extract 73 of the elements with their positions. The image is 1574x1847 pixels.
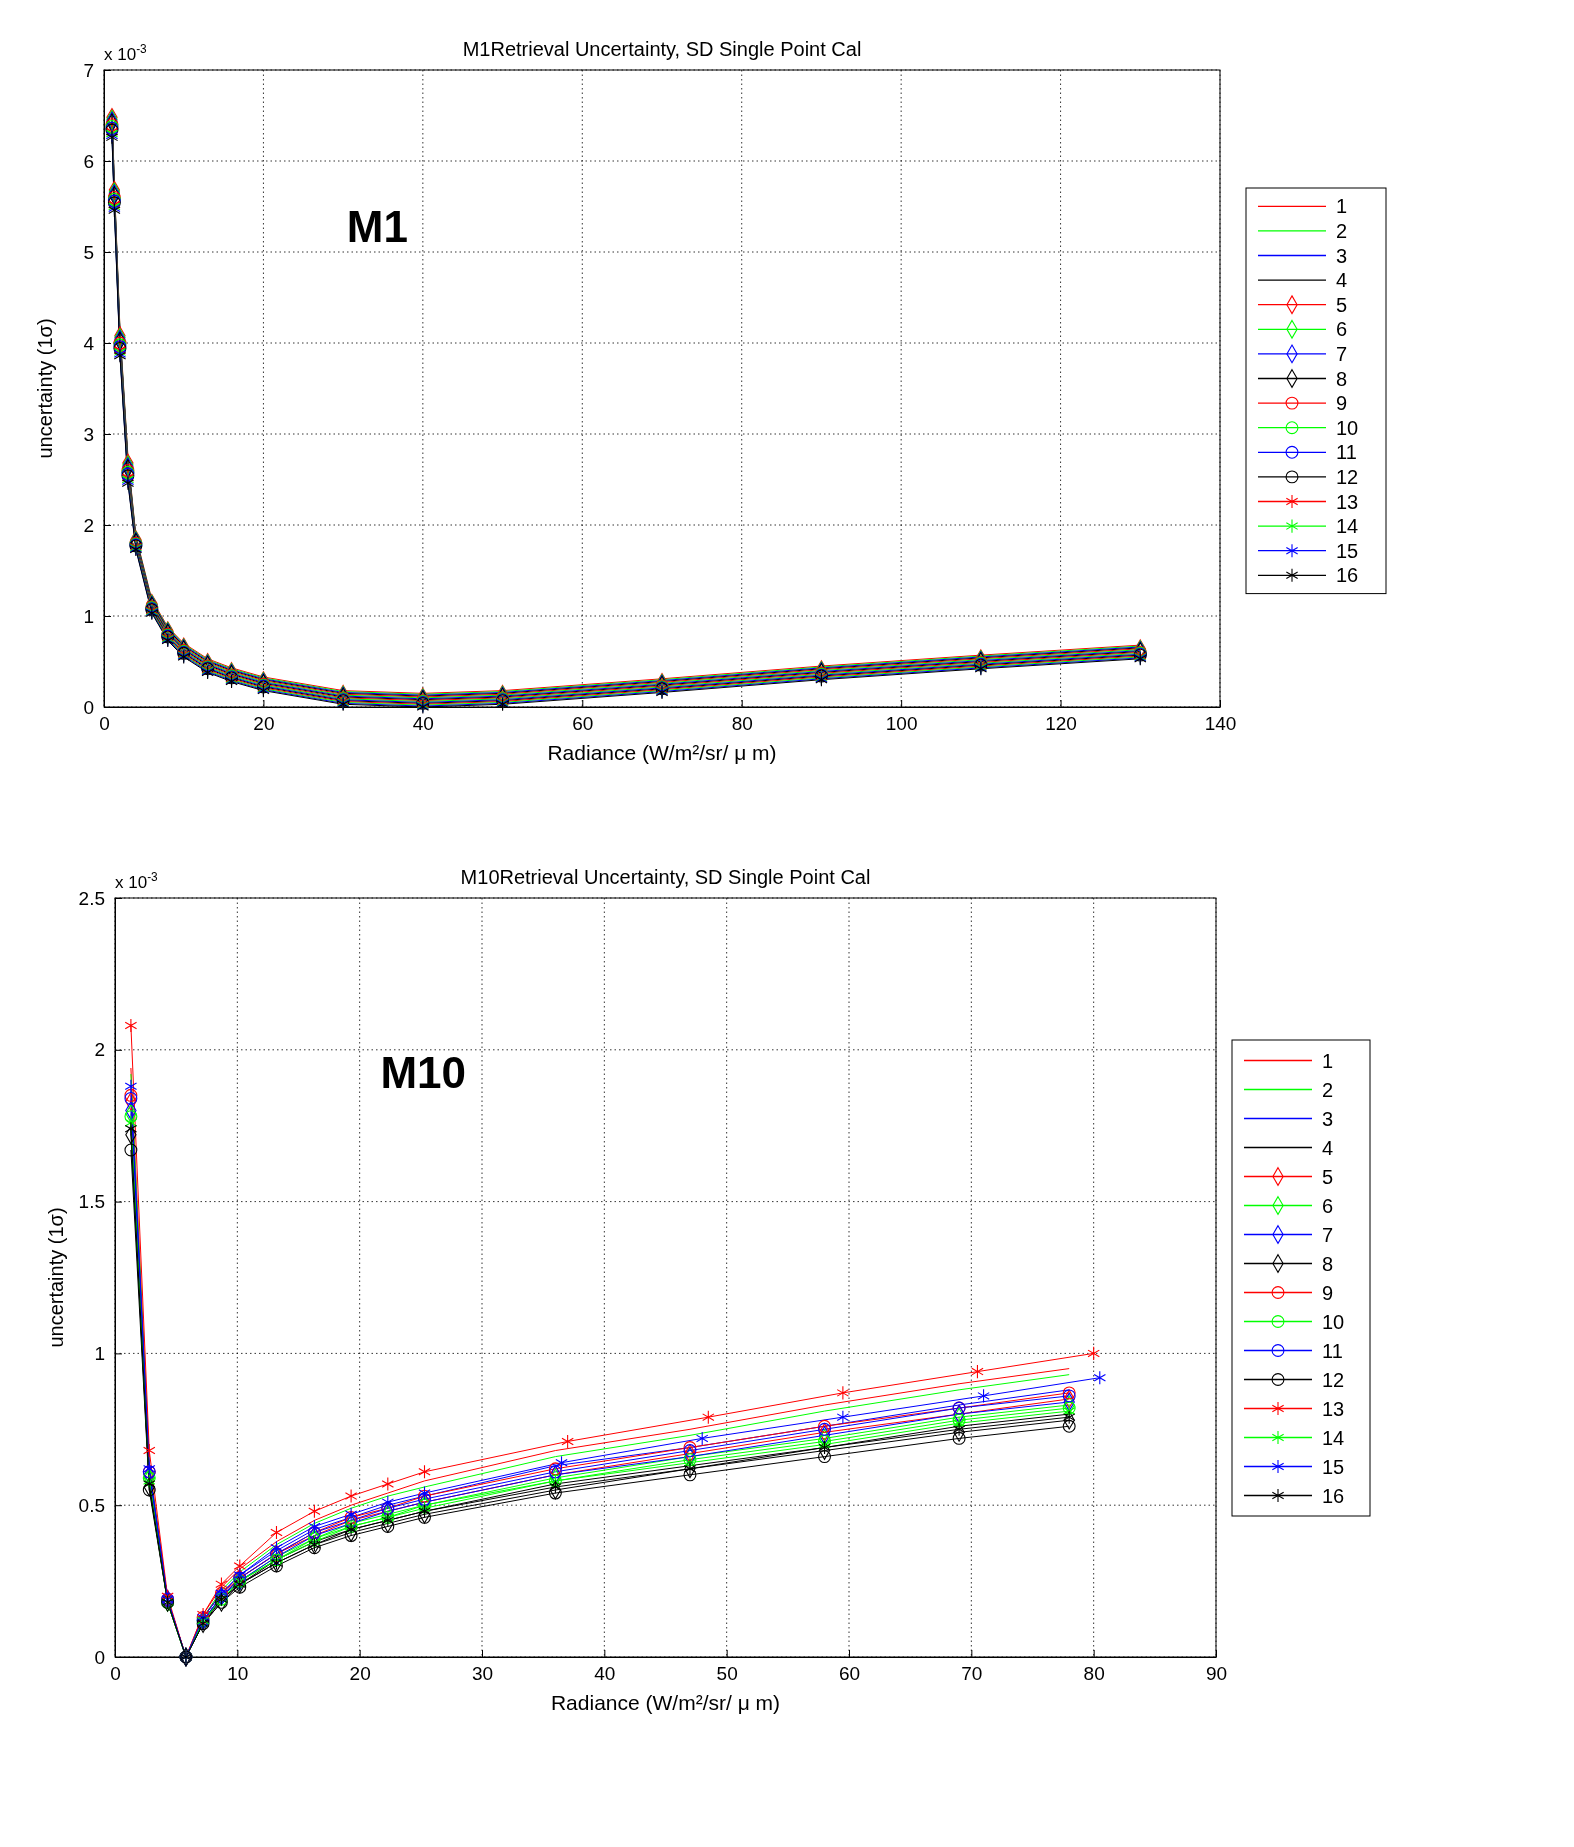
annotation: M1	[346, 201, 408, 251]
y-tick-label: 1	[83, 605, 94, 627]
legend-label: 11	[1322, 1339, 1343, 1362]
x-tick-label: 30	[471, 1663, 494, 1685]
x-tick-label: 80	[1083, 1663, 1105, 1685]
y-tick-label: 0	[94, 1646, 105, 1668]
y-tick-label: 2.5	[78, 887, 105, 909]
legend-label: 12	[1336, 465, 1359, 488]
legend-label: 13	[1322, 1397, 1345, 1420]
legend-label: 7	[1336, 342, 1348, 365]
x-tick-label: 70	[961, 1663, 983, 1685]
y-tick-label: 5	[83, 241, 94, 263]
legend-label: 15	[1322, 1455, 1345, 1478]
legend-label: 13	[1336, 490, 1359, 513]
legend-label: 2	[1336, 219, 1348, 242]
y-axis-title: uncertainty (1σ)	[34, 318, 56, 459]
y-tick-label: 2	[83, 514, 94, 536]
x-tick-label: 20	[253, 713, 275, 735]
y-tick-label: 0.5	[78, 1494, 105, 1516]
text: x 10$^{-3}$	[115, 870, 159, 892]
legend-label: 8	[1322, 1252, 1334, 1275]
y-tick-label: 6	[83, 150, 94, 172]
y-tick-label: 1.5	[78, 1191, 105, 1213]
legend-label: 4	[1322, 1136, 1334, 1159]
text: x 10$^{-3}$	[104, 42, 148, 64]
x-axis-title: Radiance (W/m²/sr/ μ m)	[547, 741, 777, 764]
legend-label: 9	[1322, 1281, 1334, 1304]
legend-label: 12	[1322, 1368, 1345, 1391]
annotation: M10	[380, 1047, 467, 1097]
x-tick-label: 0	[110, 1663, 121, 1685]
x-tick-label: 80	[731, 713, 753, 735]
legend-label: 5	[1322, 1165, 1334, 1188]
legend-label: 3	[1322, 1107, 1334, 1130]
y-axis-title: uncertainty (1σ)	[45, 1207, 67, 1348]
chart-title: M1Retrieval Uncertainty, SD Single Point Cal	[462, 38, 862, 60]
legend-label: 9	[1336, 392, 1348, 415]
legend-label: 1	[1336, 195, 1348, 218]
x-tick-label: 120	[1045, 713, 1077, 735]
legend-label: 8	[1336, 367, 1348, 390]
legend-label: 10	[1322, 1310, 1345, 1333]
legend-label: 16	[1322, 1484, 1345, 1507]
x-tick-label: 90	[1205, 1663, 1228, 1685]
x-tick-label: 60	[572, 713, 594, 735]
legend-label: 11	[1336, 441, 1357, 464]
legend-label: 5	[1336, 293, 1348, 316]
legend-label: 6	[1322, 1194, 1334, 1217]
legend-label: 6	[1336, 318, 1348, 341]
x-tick-label: 100	[885, 713, 918, 735]
legend-label: 7	[1322, 1223, 1334, 1246]
legend-label: 14	[1336, 515, 1359, 538]
legend-label: 1	[1322, 1049, 1334, 1072]
x-tick-label: 50	[716, 1663, 738, 1685]
y-tick-label: 0	[83, 696, 94, 718]
x-tick-label: 40	[412, 713, 434, 735]
legend-label: 15	[1336, 539, 1359, 562]
x-tick-label: 140	[1204, 713, 1237, 735]
chart-title: M10Retrieval Uncertainty, SD Single Point Cal	[460, 866, 871, 888]
legend-label: 4	[1336, 269, 1348, 292]
legend-label: 2	[1322, 1078, 1334, 1101]
legend-label: 16	[1336, 564, 1359, 587]
y-tick-label: 4	[83, 332, 95, 354]
y-tick-label: 7	[83, 59, 94, 81]
x-tick-label: 10	[227, 1663, 249, 1685]
legend-label: 3	[1336, 244, 1348, 267]
x-tick-label: 20	[349, 1663, 371, 1685]
legend-label: 10	[1336, 416, 1359, 439]
y-tick-label: 3	[83, 423, 94, 445]
x-tick-label: 40	[594, 1663, 616, 1685]
legend-label: 14	[1322, 1426, 1345, 1449]
x-axis-title: Radiance (W/m²/sr/ μ m)	[550, 1691, 781, 1714]
y-tick-label: 1	[94, 1342, 105, 1364]
x-tick-label: 60	[838, 1663, 861, 1685]
y-tick-label: 2	[94, 1039, 105, 1061]
